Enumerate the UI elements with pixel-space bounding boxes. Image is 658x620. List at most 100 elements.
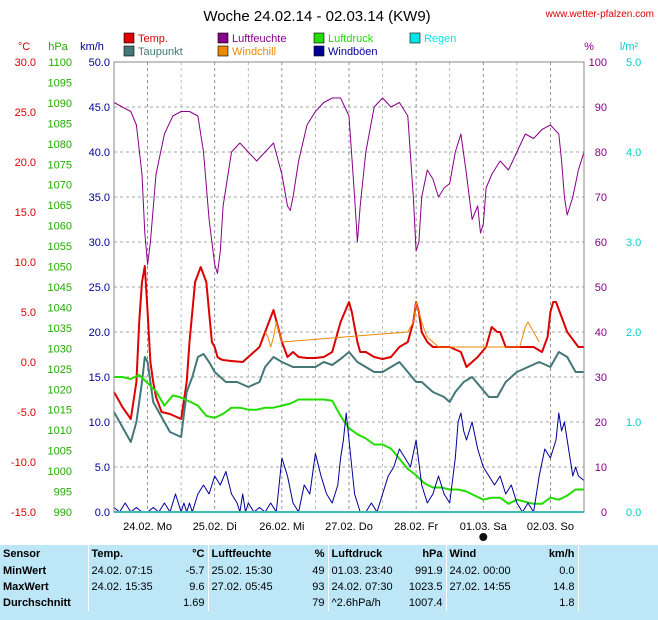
stats-wind-time: 24.02. 00:00 — [445, 563, 518, 579]
stats-header-wind: Wind — [445, 545, 518, 563]
chart-title: Woche 24.02.14 - 02.03.14 (KW9) — [203, 8, 430, 25]
wind-axis-tick: 20.0 — [89, 327, 110, 339]
series-windchill-line — [264, 301, 540, 348]
legend-swatch — [313, 32, 325, 44]
series-temp-line — [113, 265, 584, 420]
x-axis-label: 24.02. Mo — [123, 521, 172, 533]
stats-humidity-time — [207, 595, 280, 611]
wind-axis-tick: 40.0 — [89, 147, 110, 159]
wind-axis-tick: 0.0 — [95, 507, 110, 519]
stats-humidity-time: 25.02. 15:30 — [207, 563, 280, 579]
pressure-axis-tick: 995 — [54, 487, 72, 499]
x-axis-label: 27.02. Do — [325, 521, 373, 533]
pressure-axis-tick: 1090 — [48, 98, 72, 110]
legend-swatch — [217, 45, 229, 57]
x-axis-label: 25.02. Di — [193, 521, 237, 533]
stats-pressure-value: 991.9 — [414, 565, 443, 577]
stats-pressure-trend: ^2.6hPa/h — [327, 595, 404, 611]
temp-unit-label: °C — [18, 41, 30, 53]
stats-spacer — [577, 563, 658, 579]
legend-entry: Regen — [409, 32, 456, 45]
pressure-axis-tick: 1005 — [48, 446, 72, 458]
wind-axis-tick: 5.0 — [95, 462, 110, 474]
pressure-axis-tick: 1035 — [48, 323, 72, 335]
stats-wind-time — [445, 595, 518, 611]
stats-header-pressure-unit: hPa — [422, 548, 443, 560]
stats-row-label: Durchschnitt — [3, 597, 71, 609]
temp-axis-tick: -10.0 — [11, 457, 36, 469]
stats-humidity-value: 93 — [312, 581, 325, 593]
stats-row-label: MaxWert — [3, 581, 49, 593]
pressure-axis-tick: 1025 — [48, 364, 72, 376]
humidity-axis-tick: 80 — [595, 147, 607, 159]
legend-entry: Luftfeuchte — [217, 32, 286, 45]
pressure-axis-tick: 1080 — [48, 139, 72, 151]
legend: Temp. Luftfeuchte Luftdruck Regen Taupunkt Wi… — [123, 32, 456, 58]
pressure-axis-tick: 1040 — [48, 302, 72, 314]
legend-label: Temp. — [138, 33, 168, 45]
pressure-unit-label: hPa — [48, 41, 68, 53]
stats-spacer — [577, 545, 658, 563]
stats-wind-value: 1.8 — [559, 597, 575, 609]
temp-axis-tick: -5.0 — [17, 407, 36, 419]
stats-spacer — [577, 595, 658, 611]
legend-entry: Taupunkt — [123, 45, 183, 58]
x-axis-label: 28.02. Fr — [394, 521, 438, 533]
legend-entry: Luftdruck — [313, 32, 374, 45]
legend-swatch — [409, 32, 421, 44]
stats-row-label: MinWert — [3, 565, 47, 577]
x-axis-label: 02.03. So — [527, 521, 574, 533]
stats-header-temp: Temp. — [87, 545, 158, 563]
wind-axis-tick: 10.0 — [89, 417, 110, 429]
stats-header-sensor: Sensor — [3, 548, 41, 560]
rain-axis-tick: 4.0 — [626, 147, 641, 159]
temp-axis-tick: 0.0 — [21, 357, 36, 369]
series-windben-line — [113, 412, 585, 513]
stats-temp-value: 1.69 — [183, 597, 205, 609]
humidity-axis-tick: 0 — [601, 507, 607, 519]
legend-label: Taupunkt — [138, 46, 183, 58]
stats-wind-value: 14.8 — [553, 581, 575, 593]
temp-axis-tick: 20.0 — [15, 157, 36, 169]
legend-swatch — [217, 32, 229, 44]
legend-label: Windböen — [328, 46, 378, 58]
stats-temp-time: 24.02. 07:15 — [87, 563, 158, 579]
stats-humidity-value: 49 — [312, 565, 325, 577]
pressure-axis-tick: 1075 — [48, 159, 72, 171]
legend-label: Regen — [424, 33, 456, 45]
series-taupunkt-line — [113, 351, 584, 443]
stats-pressure-time: 01.03. 23:40 — [327, 563, 404, 579]
legend-swatch — [313, 45, 325, 57]
plot-border — [113, 61, 585, 513]
legend-label: Luftfeuchte — [232, 33, 286, 45]
humidity-axis-tick: 20 — [595, 417, 607, 429]
legend-entry: Windböen — [313, 45, 378, 58]
humidity-axis-tick: 70 — [595, 192, 607, 204]
pressure-axis-tick: 1100 — [48, 57, 72, 69]
legend-label: Luftdruck — [328, 33, 374, 45]
stats-header-humidity: Luftfeuchte — [207, 545, 280, 563]
wind-axis-tick: 50.0 — [89, 57, 110, 69]
axis-ticks: 30.0 25.0 20.0 15.0 10.0 5.0 0.0 -5.0 -10.0 -15.0… — [11, 57, 641, 519]
temp-axis-tick: 10.0 — [15, 257, 36, 269]
site-url[interactable]: www.wetter-pfalzen.com — [545, 9, 654, 20]
series-luftdruck-line — [114, 374, 584, 505]
rain-unit-label: l/m² — [620, 41, 639, 53]
pressure-axis-tick: 1065 — [48, 200, 72, 212]
stats-header-row: Sensor Temp. °C Luftfeuchte % Luftdruck … — [0, 545, 658, 563]
humidity-axis-tick: 50 — [595, 282, 607, 294]
temp-axis-tick: 15.0 — [15, 207, 36, 219]
rain-axis-tick: 3.0 — [626, 237, 641, 249]
humidity-unit-label: % — [584, 41, 594, 53]
series-luftfeuchte-line — [113, 97, 585, 274]
stats-header-wind-unit: km/h — [548, 548, 575, 560]
temp-axis-tick: -15.0 — [11, 507, 36, 519]
stats-row-max: MaxWert 24.02. 15:35 9.6 27.02. 05:45 93… — [0, 579, 658, 595]
wind-axis-tick: 30.0 — [89, 237, 110, 249]
x-axis-labels: 24.02. Mo 25.02. Di 26.02. Mi 27.02. Do 28.0… — [123, 521, 574, 541]
legend-entry: Windchill — [217, 45, 276, 58]
stats-spacer — [577, 579, 658, 595]
stats-header-pressure: Luftdruck — [327, 545, 404, 563]
wind-axis-tick: 25.0 — [89, 282, 110, 294]
pressure-axis-tick: 1020 — [48, 384, 72, 396]
